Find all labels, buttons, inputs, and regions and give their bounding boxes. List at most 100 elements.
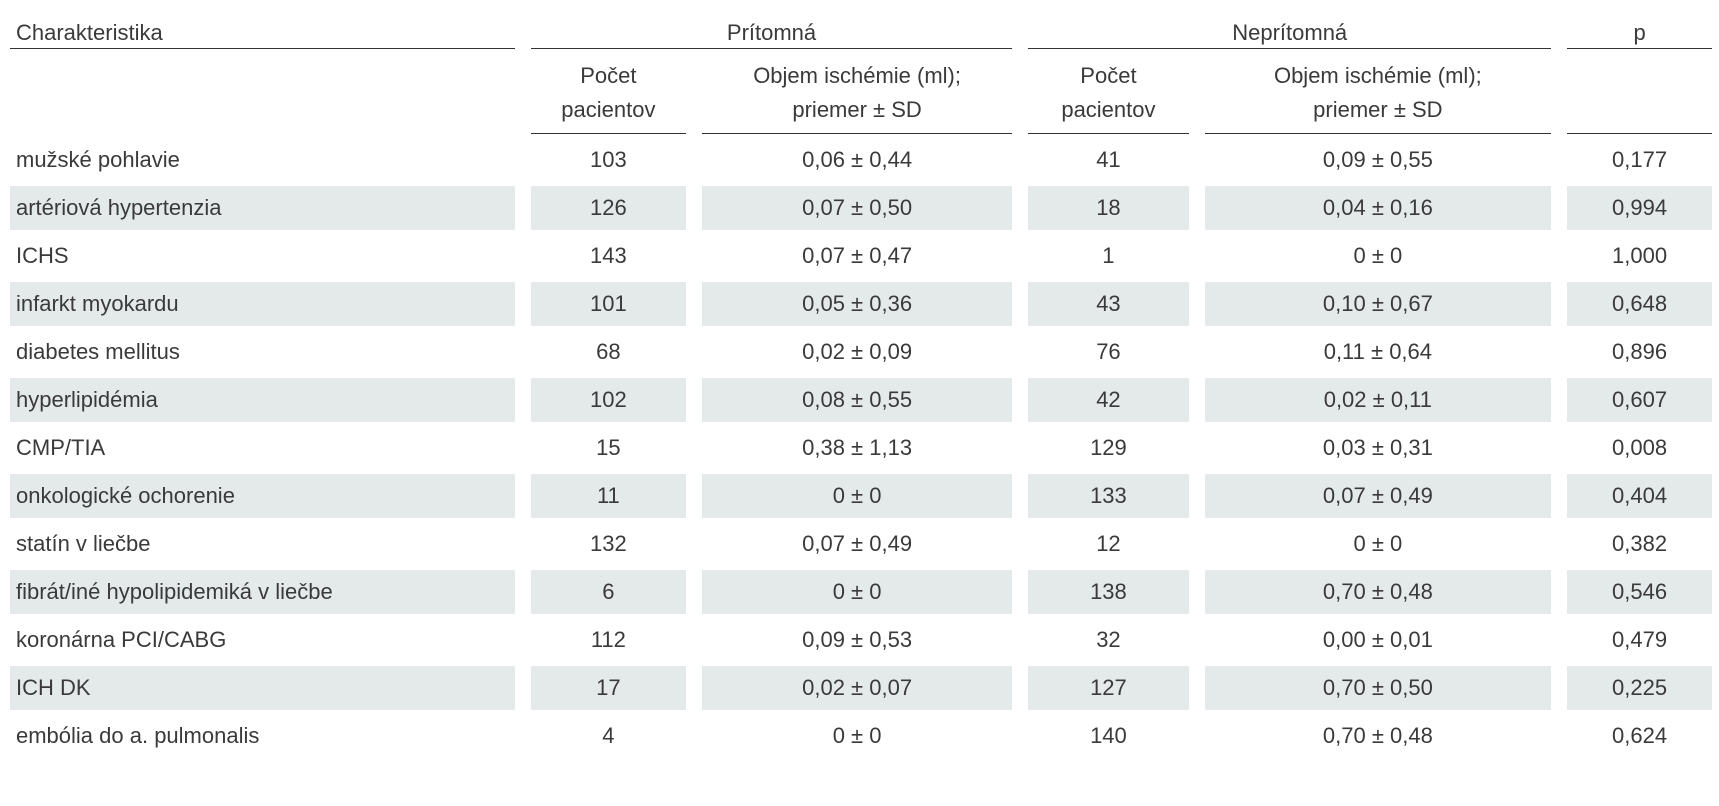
cell: 0,177: [1612, 147, 1668, 172]
table-row: koronárna PCI/CABG 112 0,09 ± 0,53 32 0,00 ±…: [10, 618, 1712, 662]
cell: 126: [530, 186, 686, 230]
table-row: infarkt myokardu 101 0,05 ± 0,36 43 0,10 ± 0…: [10, 282, 1712, 326]
row-label: ICHS: [16, 243, 69, 268]
cell: 4: [602, 723, 615, 748]
cell: 11: [530, 474, 686, 518]
cell: 143: [590, 243, 627, 268]
page: Charakteristika Prítomná Neprítomná p Po…: [0, 6, 1719, 806]
row-label: onkologické ochorenie: [10, 474, 515, 518]
cell: 1: [1102, 243, 1115, 268]
row-label: infarkt myokardu: [10, 282, 515, 326]
row-label: CMP/TIA: [16, 435, 106, 460]
table: Charakteristika Prítomná Neprítomná p Po…: [0, 6, 1719, 762]
cell: 0,38 ± 1,13: [802, 435, 913, 460]
cell: 0,02 ± 0,11: [1204, 378, 1552, 422]
cell: 76: [1096, 339, 1121, 364]
cell: 17: [530, 666, 686, 710]
subheader-line: Objem ischémie (ml);: [753, 63, 961, 88]
subheader-line: pacientov: [1061, 97, 1156, 122]
cell: 0,05 ± 0,36: [701, 282, 1013, 326]
table-header: Charakteristika Prítomná Neprítomná p Po…: [10, 10, 1712, 134]
cell: 0 ± 0: [1353, 531, 1403, 556]
cell: 127: [1028, 666, 1189, 710]
cell: 0,07 ± 0,47: [802, 243, 913, 268]
cell: 0,008: [1612, 435, 1668, 460]
cell: 0,70 ± 0,48: [1204, 570, 1552, 614]
cell: 6: [530, 570, 686, 614]
cell: 0 ± 0: [701, 570, 1013, 614]
header-cell: Neprítomná: [1028, 10, 1552, 49]
cell: 101: [530, 282, 686, 326]
cell: 18: [1028, 186, 1189, 230]
empty-cell: [10, 53, 515, 134]
cell: 0,648: [1567, 282, 1712, 326]
row-label: mužské pohlavie: [16, 147, 180, 172]
subheader-cell: Objem ischémie (ml); priemer ± SD: [701, 53, 1013, 134]
cell: 0,11 ± 0,64: [1323, 339, 1433, 364]
row-label: koronárna PCI/CABG: [16, 627, 227, 652]
cell: 0,70 ± 0,48: [1322, 723, 1433, 748]
cell: 43: [1028, 282, 1189, 326]
header-cell: Prítomná: [530, 10, 1013, 49]
cell: 41: [1096, 147, 1121, 172]
subheader-line: Objem ischémie (ml);: [1273, 63, 1482, 88]
cell: 0,02 ± 0,09: [802, 339, 913, 364]
cell: 103: [590, 147, 627, 172]
cell: 0,06 ± 0,44: [802, 147, 913, 172]
table-row: statín v liečbe 132 0,07 ± 0,49 12 0 ± 0 0,38…: [10, 522, 1712, 566]
header-row: Charakteristika Prítomná Neprítomná p: [10, 10, 1712, 49]
cell: 0,479: [1612, 627, 1668, 652]
table-row: CMP/TIA 15 0,38 ± 1,13 129 0,03 ± 0,31 0,008: [10, 426, 1712, 470]
subheader-line: Počet: [1080, 63, 1137, 88]
cell: 0,225: [1567, 666, 1712, 710]
row-label: ICH DK: [10, 666, 515, 710]
cell: 0,10 ± 0,67: [1204, 282, 1552, 326]
cell: 0,09 ± 0,53: [802, 627, 913, 652]
cell: 0,02 ± 0,07: [701, 666, 1013, 710]
cell: 0,546: [1567, 570, 1712, 614]
cell: 0,624: [1612, 723, 1668, 748]
table-row: mužské pohlavie 103 0,06 ± 0,44 41 0,09 ± 0,…: [10, 138, 1712, 182]
cell: 0,994: [1567, 186, 1712, 230]
subheader-cell: Objem ischémie (ml); priemer ± SD: [1204, 53, 1552, 134]
cell: 0,70 ± 0,50: [1204, 666, 1552, 710]
cell: 68: [596, 339, 621, 364]
cell: 42: [1028, 378, 1189, 422]
table-row: ICHS 143 0,07 ± 0,47 1 0 ± 0 1,000: [10, 234, 1712, 278]
cell: 112: [590, 627, 626, 652]
cell: 0,896: [1612, 339, 1668, 364]
cell: 0,03 ± 0,31: [1322, 435, 1433, 460]
cell: 129: [1090, 435, 1127, 460]
row-label: statín v liečbe: [16, 531, 151, 556]
empty-cell: [1567, 53, 1712, 134]
table-row: hyperlipidémia 102 0,08 ± 0,55 42 0,02 ± 0,1…: [10, 378, 1712, 422]
subheader-line: priemer ± SD: [1313, 97, 1443, 122]
table-row: diabetes mellitus 68 0,02 ± 0,09 76 0,11 ± 0…: [10, 330, 1712, 374]
table-row: embólia do a. pulmonalis 4 0 ± 0 140 0,70 ± …: [10, 714, 1712, 758]
cell: 0,04 ± 0,16: [1204, 186, 1552, 230]
subheader-cell: Počet pacientov: [530, 53, 686, 134]
table-row: onkologické ochorenie 11 0 ± 0 133 0,07 ± 0,…: [10, 474, 1712, 518]
cell: 140: [1090, 723, 1127, 748]
cell: 0,404: [1567, 474, 1712, 518]
header-cell: p: [1567, 10, 1712, 49]
subheader-row: Počet pacientov Objem ischémie (ml); prieme…: [10, 53, 1712, 134]
cell: 0,00 ± 0,01: [1322, 627, 1433, 652]
cell: 132: [590, 531, 627, 556]
subheader-cell: Počet pacientov: [1028, 53, 1189, 134]
subheader-line: priemer ± SD: [792, 97, 922, 122]
cell: 133: [1028, 474, 1189, 518]
cell: 15: [596, 435, 621, 460]
cell: 1,000: [1612, 243, 1668, 268]
subheader-line: Počet: [580, 63, 637, 88]
cell: 0,08 ± 0,55: [701, 378, 1013, 422]
row-label: artériová hypertenzia: [10, 186, 515, 230]
table-body: mužské pohlavie 103 0,06 ± 0,44 41 0,09 ± 0,…: [10, 138, 1712, 758]
cell: 12: [1096, 531, 1121, 556]
cell: 0,07 ± 0,49: [802, 531, 913, 556]
header-cell: Charakteristika: [10, 10, 515, 49]
subheader-line: pacientov: [561, 97, 656, 122]
cell: 0,382: [1612, 531, 1668, 556]
cell: 0,607: [1567, 378, 1712, 422]
row-label: hyperlipidémia: [10, 378, 515, 422]
